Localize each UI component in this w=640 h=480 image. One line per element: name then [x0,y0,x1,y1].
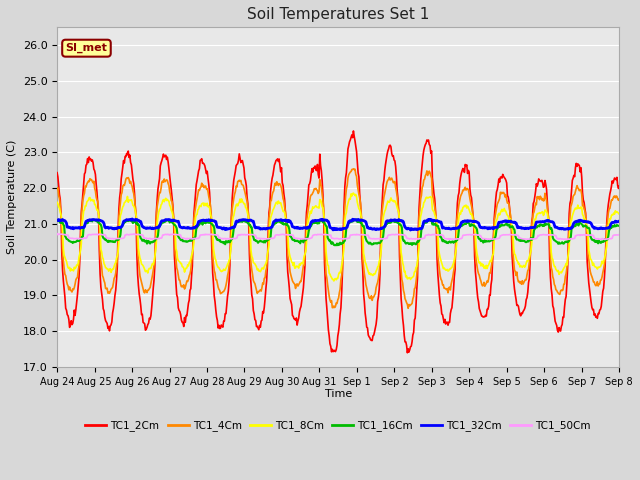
X-axis label: Time: Time [324,389,352,399]
Y-axis label: Soil Temperature (C): Soil Temperature (C) [7,140,17,254]
Text: SI_met: SI_met [65,43,108,53]
Legend: TC1_2Cm, TC1_4Cm, TC1_8Cm, TC1_16Cm, TC1_32Cm, TC1_50Cm: TC1_2Cm, TC1_4Cm, TC1_8Cm, TC1_16Cm, TC1… [81,416,595,435]
Title: Soil Temperatures Set 1: Soil Temperatures Set 1 [247,7,429,22]
